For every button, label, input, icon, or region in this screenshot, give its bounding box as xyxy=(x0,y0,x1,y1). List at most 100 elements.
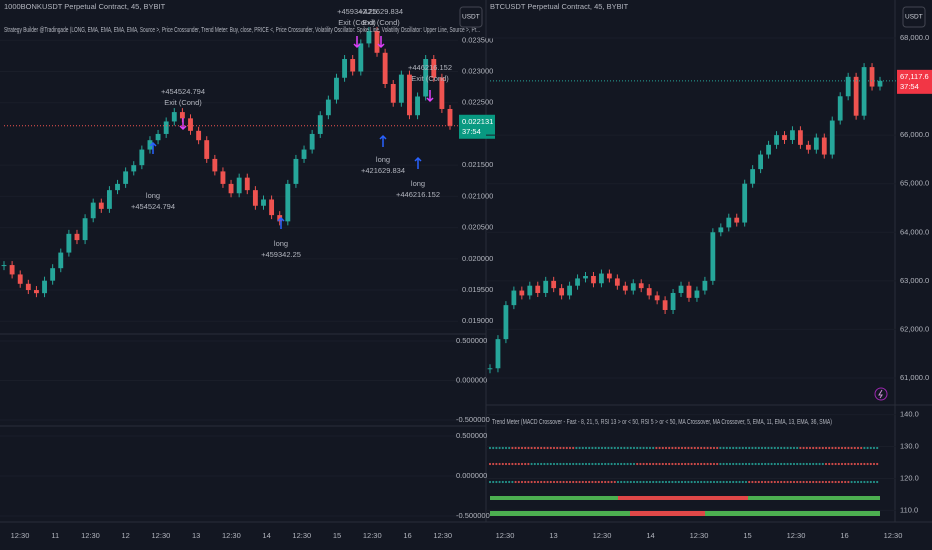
trend-dot xyxy=(524,446,527,450)
trend-dot xyxy=(610,462,613,466)
trend-dot xyxy=(821,480,824,484)
candle-body xyxy=(853,76,859,116)
trend-dot xyxy=(744,446,748,450)
trend-dot xyxy=(719,446,722,450)
trend-dot xyxy=(802,462,805,466)
trend-dot xyxy=(757,462,760,466)
candle-body xyxy=(559,288,565,296)
trend-dot xyxy=(696,462,700,466)
trend-dot xyxy=(741,446,744,450)
candle-body xyxy=(58,252,64,269)
trend-dot xyxy=(671,462,674,466)
trend-dot xyxy=(722,480,725,484)
candle-body xyxy=(638,283,644,289)
trend-dot xyxy=(559,446,562,450)
trend-dot xyxy=(786,462,789,466)
currency-button[interactable] xyxy=(902,6,926,28)
trend-dot xyxy=(738,462,741,466)
candle-body xyxy=(171,112,177,122)
trend-dot xyxy=(636,462,639,466)
candle-body xyxy=(670,292,676,310)
trend-dot xyxy=(501,480,504,484)
trend-dot xyxy=(860,462,863,466)
trade-annotation: long xyxy=(146,191,160,200)
trend-dot xyxy=(767,480,770,484)
trend-dot xyxy=(600,446,604,450)
y-tick-label: 62,000.0 xyxy=(900,324,929,333)
currency-label: USDT xyxy=(905,14,923,21)
trend-dot xyxy=(530,446,533,450)
trend-dot xyxy=(613,480,616,484)
trend-dot xyxy=(844,480,847,484)
trend-dot xyxy=(863,462,866,466)
trend-dot xyxy=(799,480,802,484)
x-tick-label: 12:30 xyxy=(222,531,241,540)
trend-dot xyxy=(645,462,648,466)
trend-dot xyxy=(546,446,549,450)
trend-dot xyxy=(677,462,680,466)
trend-dot xyxy=(866,462,869,466)
trend-dot xyxy=(773,462,776,466)
trend-dot xyxy=(578,462,581,466)
y-tick-label: 61,000.0 xyxy=(900,373,929,382)
trend-dot xyxy=(760,480,764,484)
trend-dot xyxy=(572,462,575,466)
trend-dot xyxy=(837,446,840,450)
trend-dot xyxy=(620,462,623,466)
trend-dot xyxy=(568,480,572,484)
trend-dot xyxy=(812,480,815,484)
currency-button[interactable] xyxy=(459,6,483,28)
candle-body xyxy=(567,285,572,296)
trend-dot xyxy=(639,462,642,466)
trend-dot xyxy=(549,446,552,450)
candle-body xyxy=(758,154,763,170)
trend-dot xyxy=(562,446,565,450)
trend-dot xyxy=(581,480,584,484)
alert-icon[interactable] xyxy=(874,387,888,401)
trend-dot xyxy=(709,446,712,450)
trend-dot xyxy=(741,462,744,466)
trend-dot xyxy=(501,446,504,450)
trend-dot xyxy=(568,462,572,466)
trend-dot xyxy=(748,480,751,484)
candle-body xyxy=(535,285,541,293)
trend-dot xyxy=(511,462,514,466)
trend-dot xyxy=(530,462,533,466)
trend-dot xyxy=(808,480,812,484)
trend-dot xyxy=(645,446,648,450)
trend-dot xyxy=(706,480,709,484)
trend-dot xyxy=(709,480,712,484)
candle-body xyxy=(415,96,420,116)
trend-dot xyxy=(703,480,706,484)
trend-dot xyxy=(492,462,495,466)
trade-annotation: Exit (Cond) xyxy=(164,98,202,107)
trend-dot xyxy=(716,446,719,450)
candle-body xyxy=(790,130,795,140)
trend-dot xyxy=(642,462,645,466)
trend-dot xyxy=(552,462,556,466)
trend-dot xyxy=(680,462,684,466)
trend-dot xyxy=(837,462,840,466)
candle-body xyxy=(212,158,218,172)
trend-dot xyxy=(527,446,530,450)
trend-dot xyxy=(533,462,536,466)
candle-body xyxy=(710,232,716,281)
trade-annotation: Exit (Cond) xyxy=(338,18,376,27)
trend-dot xyxy=(661,446,664,450)
y-tick-label: 0.021000 xyxy=(462,191,493,200)
trend-dot xyxy=(594,446,597,450)
trade-annotation: +459342.25 xyxy=(337,7,377,16)
trend-dot xyxy=(597,462,600,466)
trend-dot xyxy=(712,462,716,466)
y-tick-label: 68,000.0 xyxy=(900,33,929,42)
x-tick-label: 12:30 xyxy=(81,531,100,540)
trend-dot xyxy=(818,462,821,466)
candle-body xyxy=(163,121,169,134)
x-tick-label: 12:30 xyxy=(496,531,515,540)
trend-dot xyxy=(520,462,524,466)
trend-dot xyxy=(812,462,815,466)
y-tick-label: 0.020500 xyxy=(462,223,493,232)
trend-dot xyxy=(632,462,636,466)
